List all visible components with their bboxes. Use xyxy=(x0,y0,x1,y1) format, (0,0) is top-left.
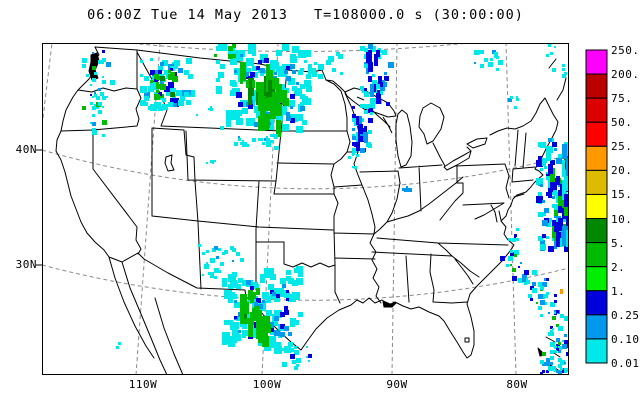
great-salt-lake xyxy=(164,154,175,172)
colorbar-cell xyxy=(585,290,608,316)
colorbar-level-label: 1. xyxy=(611,285,626,298)
colorbar-cell xyxy=(585,121,608,147)
x-axis-label-100w: 100W xyxy=(252,378,282,391)
colorbar-cell xyxy=(585,266,608,292)
colorbar-level-label: 0.10 xyxy=(611,333,640,346)
colorbar-cell xyxy=(585,338,608,364)
colorbar-cell xyxy=(585,97,608,123)
colorbar-level-label: 10. xyxy=(611,213,633,226)
colorbar-level-label: 20. xyxy=(611,164,633,177)
colorbar-cell xyxy=(585,314,608,340)
plot-title-forecast-time: T=108000.0 s (30:00:00) xyxy=(313,7,524,23)
y-axis-label-40n: 40N xyxy=(15,143,37,156)
colorbar-cell xyxy=(585,218,608,244)
x-axis-label-80w: 80W xyxy=(506,378,528,391)
lake-michigan xyxy=(395,109,413,168)
colorbar-cell xyxy=(585,169,608,195)
lake-erie xyxy=(443,150,472,171)
parallel-30n xyxy=(42,264,569,301)
cape-cod xyxy=(513,193,525,198)
colorbar-level-label: 25. xyxy=(611,140,633,153)
y-axis-label-30n: 30N xyxy=(15,258,37,271)
colorbar-level-label: 75. xyxy=(611,92,633,105)
baja-peninsula xyxy=(108,256,184,375)
x-axis-label-110w: 110W xyxy=(128,378,158,391)
colorbar xyxy=(585,49,608,364)
colorbar-level-label: 0.01 xyxy=(611,357,640,370)
plot-title: 06:00Z Tue 14 May 2013 T=108000.0 s (30:… xyxy=(42,7,569,23)
lake-huron xyxy=(418,102,445,145)
colorbar-level-label: 5. xyxy=(611,237,626,250)
colorbar-cell xyxy=(585,145,608,171)
x-axis-label-90w: 90W xyxy=(386,378,408,391)
parallel-40n xyxy=(42,149,569,190)
mississippi-delta xyxy=(382,300,397,308)
colorbar-cell xyxy=(585,193,608,220)
colorbar-cell xyxy=(585,73,608,99)
plot-title-datetime: 06:00Z Tue 14 May 2013 xyxy=(87,7,288,23)
colorbar-cell xyxy=(585,49,608,75)
axis-ticks xyxy=(36,149,42,266)
colorbar-level-label: 200. xyxy=(611,68,640,81)
colorbar-level-label: 0.25 xyxy=(611,309,640,322)
extreme-precip-cell xyxy=(560,289,563,294)
colorbar-cell xyxy=(585,242,608,268)
parallel-50n xyxy=(124,43,474,52)
colorbar-level-label: 15. xyxy=(611,188,633,201)
isle-royale xyxy=(356,96,365,101)
colorbar-level-label: 50. xyxy=(611,116,633,129)
colorbar-level-label: 250. xyxy=(611,44,640,57)
meridian-80w xyxy=(505,43,517,375)
precip-overlay xyxy=(82,44,569,375)
lake-okeechobee xyxy=(464,337,470,343)
meridian-120w xyxy=(42,43,53,131)
coastline xyxy=(55,46,567,375)
lake-ontario xyxy=(466,137,488,149)
great-lakes xyxy=(164,87,488,343)
map-frame xyxy=(42,43,569,375)
meridian-90w xyxy=(391,43,398,375)
colorbar-level-label: 2. xyxy=(611,261,626,274)
